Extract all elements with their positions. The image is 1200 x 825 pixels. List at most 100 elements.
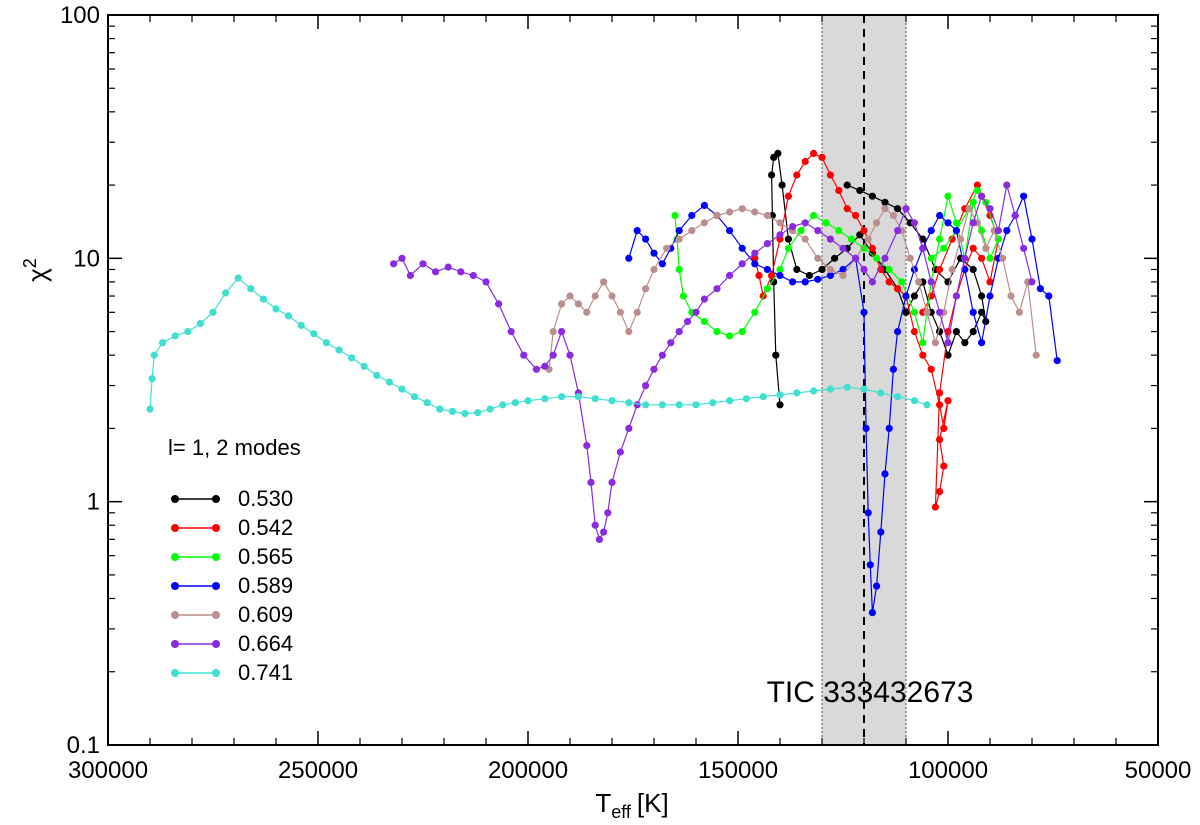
data-point-0.589-8 (700, 201, 709, 209)
data-point-0.565-31 (986, 254, 994, 262)
data-point-0.664-14 (549, 351, 557, 359)
data-point-0.565-21 (898, 278, 906, 286)
data-point-0.565-15 (822, 219, 830, 227)
x-axis-label: Teff [K] (595, 788, 668, 822)
data-point-0.741-51 (843, 383, 851, 391)
data-point-0.664-58 (952, 292, 961, 300)
data-point-0.609-25 (801, 235, 809, 243)
data-point-0.664-54 (919, 244, 927, 252)
legend-marker-left-0.542 (171, 524, 179, 532)
data-point-0.664-62 (986, 205, 994, 213)
data-point-0.589-13 (763, 265, 772, 274)
data-point-0.542-20 (910, 328, 919, 336)
data-point-0.609-10 (625, 328, 633, 336)
data-point-0.664-56 (936, 308, 944, 316)
data-point-0.609-23 (776, 219, 784, 227)
data-point-0.530-36 (894, 205, 902, 213)
data-point-0.741-40 (658, 401, 667, 409)
x-tick-label-0: 300000 (68, 757, 148, 784)
data-point-0.565-10 (763, 285, 772, 293)
data-point-0.565-22 (910, 308, 919, 316)
data-point-0.542-3 (768, 271, 776, 280)
legend-label-0.530: 0.530 (238, 486, 293, 511)
data-point-0.664-21 (595, 535, 604, 544)
data-point-0.542-21 (919, 351, 927, 359)
data-point-0.589-11 (738, 244, 746, 252)
data-point-0.741-17 (335, 346, 343, 354)
data-point-0.741-9 (234, 274, 242, 282)
data-point-0.542-11 (835, 186, 843, 195)
data-point-0.565-8 (738, 328, 746, 336)
data-point-0.589-35 (927, 227, 935, 235)
data-point-0.589-27 (877, 528, 885, 536)
data-point-0.589-37 (944, 219, 952, 227)
data-point-0.741-47 (776, 391, 784, 399)
legend-marker-left-0.530 (171, 495, 179, 503)
data-point-0.664-10 (507, 328, 515, 336)
data-point-0.565-25 (936, 235, 944, 243)
legend-label-0.565: 0.565 (238, 544, 293, 569)
data-point-0.609-18 (713, 211, 721, 220)
data-point-0.589-48 (1036, 285, 1044, 293)
data-point-0.664-1 (398, 254, 406, 262)
data-point-0.589-38 (952, 227, 961, 235)
data-point-0.741-6 (196, 319, 204, 328)
data-point-0.565-34 (973, 186, 982, 195)
data-point-0.530-37 (881, 198, 889, 206)
data-point-0.664-43 (801, 219, 809, 227)
data-point-0.664-24 (608, 478, 616, 486)
data-point-0.530-23 (944, 351, 952, 359)
data-point-0.589-50 (1053, 357, 1061, 365)
legend-marker-right-0.542 (212, 524, 220, 532)
legend-marker-left-0.565 (171, 553, 179, 561)
data-point-0.589-29 (885, 424, 893, 432)
data-point-0.741-46 (759, 393, 767, 401)
data-point-0.542-17 (885, 278, 893, 286)
data-point-0.664-22 (600, 528, 608, 536)
data-point-0.609-3 (566, 292, 574, 300)
data-point-0.741-25 (436, 405, 444, 413)
legend-item-0.741: 0.741 (171, 660, 293, 685)
data-point-0.609-36 (915, 278, 923, 286)
data-point-0.530-1 (772, 351, 780, 359)
data-point-0.664-15 (558, 328, 566, 336)
legend-label-0.589: 0.589 (238, 573, 293, 598)
data-point-0.542-6 (793, 171, 801, 179)
data-point-0.542-1 (755, 271, 763, 280)
data-point-0.664-41 (776, 231, 784, 239)
data-point-0.664-37 (726, 271, 734, 280)
data-point-0.565-29 (969, 198, 977, 206)
legend-marker-right-0.530 (212, 495, 220, 503)
data-point-0.542-9 (818, 153, 826, 161)
data-point-0.609-50 (1032, 351, 1040, 359)
data-point-0.542-25 (944, 397, 952, 405)
data-point-0.589-23 (864, 509, 872, 517)
data-point-0.589-12 (751, 260, 759, 268)
data-point-0.542-14 (860, 227, 868, 235)
data-point-0.664-31 (667, 339, 675, 347)
data-point-0.664-53 (910, 219, 919, 227)
data-point-0.741-29 (486, 405, 494, 413)
plot-frame (107, 14, 1159, 746)
data-point-0.609-30 (864, 235, 872, 243)
frame-layer (107, 14, 1159, 746)
legend-label-0.542: 0.542 (238, 515, 293, 540)
data-point-0.609-33 (889, 211, 898, 220)
data-point-0.741-22 (398, 385, 406, 393)
data-point-0.664-39 (751, 249, 759, 257)
data-point-0.609-2 (558, 300, 566, 308)
legend-marker-left-0.741 (171, 669, 179, 677)
data-point-0.565-9 (751, 308, 759, 316)
data-point-0.589-19 (839, 265, 847, 274)
data-point-0.741-1 (148, 375, 156, 383)
data-point-0.664-55 (927, 278, 935, 286)
data-point-0.565-13 (797, 227, 805, 235)
data-point-0.741-31 (511, 399, 519, 407)
data-point-0.542-10 (826, 171, 835, 179)
legend-marker-right-0.609 (212, 611, 220, 619)
data-point-0.741-11 (259, 295, 267, 303)
data-point-0.589-1 (633, 227, 641, 235)
data-point-0.664-48 (860, 265, 868, 274)
data-point-0.664-30 (658, 351, 667, 359)
legend-marker-right-0.565 (212, 553, 220, 561)
